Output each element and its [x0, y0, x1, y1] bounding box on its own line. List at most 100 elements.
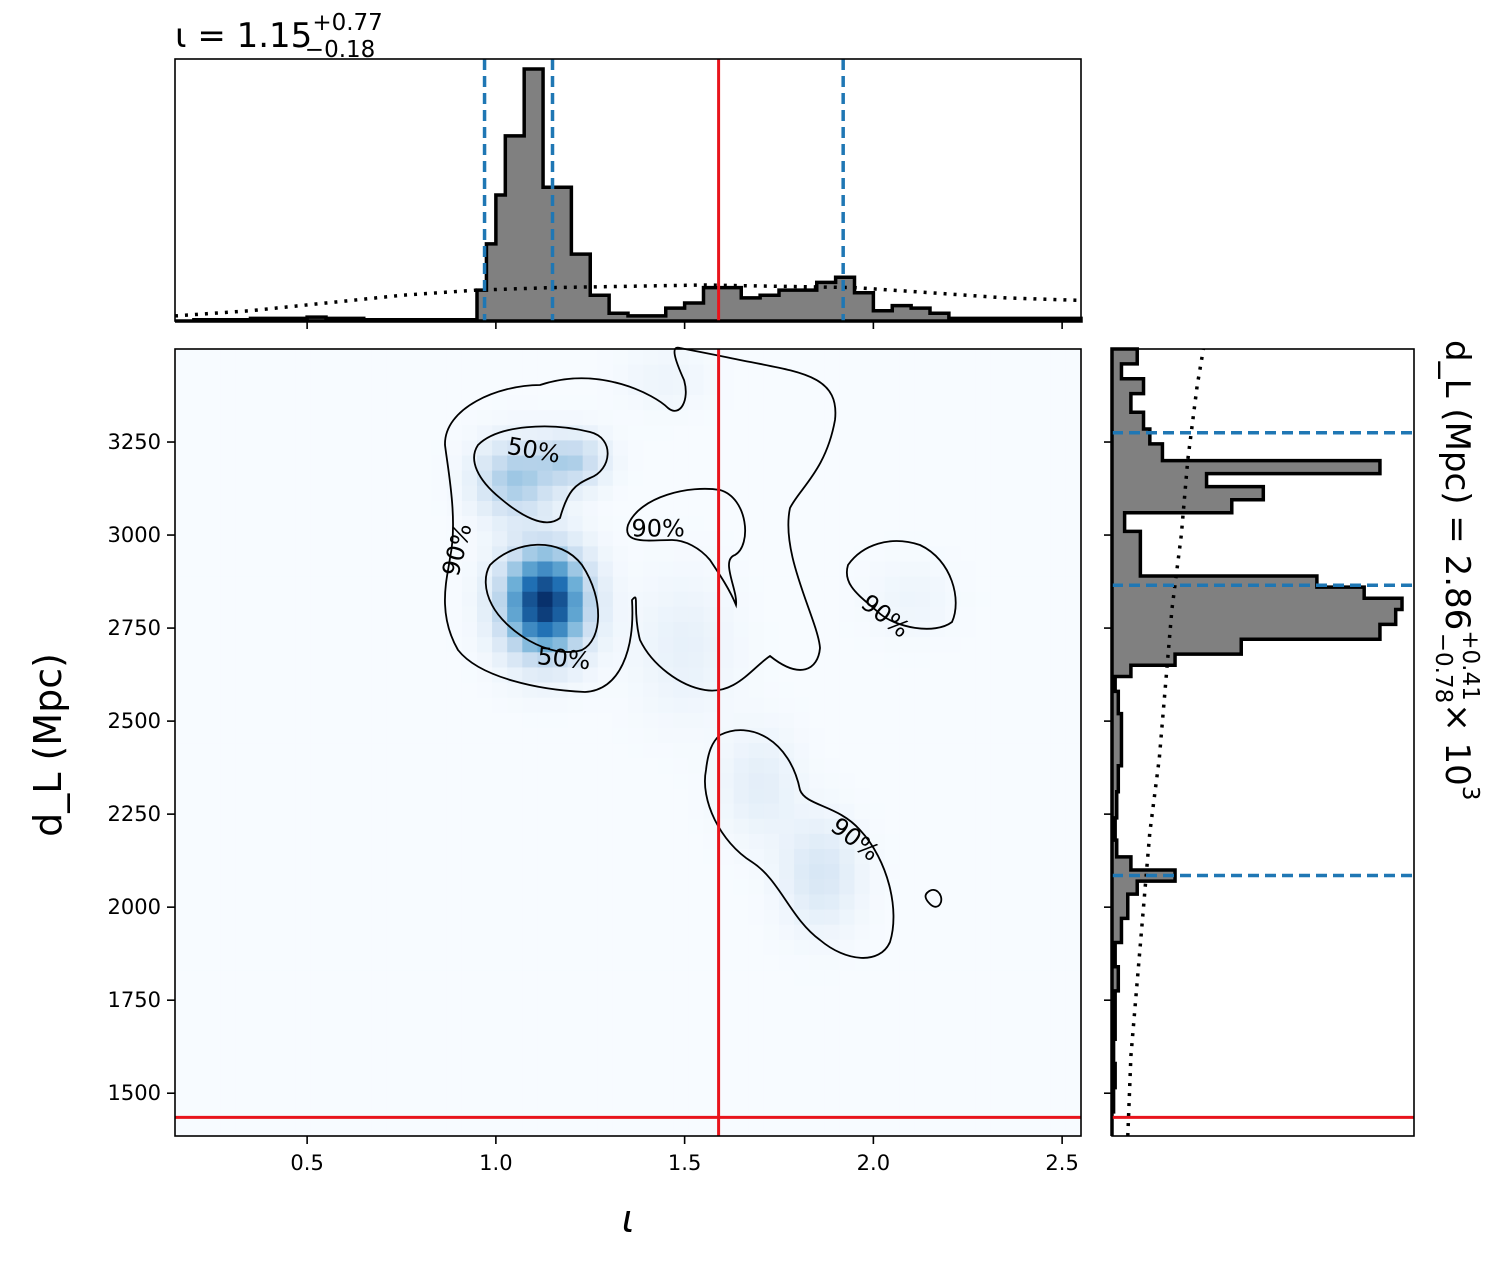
density-cell: [582, 515, 599, 532]
density-cell: [537, 969, 554, 986]
density-cell: [854, 999, 871, 1016]
density-cell: [477, 727, 493, 744]
density-cell: [975, 863, 991, 880]
density-cell: [552, 863, 569, 880]
density-cell: [899, 803, 916, 819]
density-cell: [658, 848, 674, 865]
density-cell: [628, 818, 644, 834]
density-cell: [295, 651, 312, 668]
density-cell: [718, 470, 735, 486]
density-cell: [809, 681, 825, 698]
density-cell: [1005, 651, 1022, 668]
density-cell: [386, 848, 403, 865]
density-cell: [612, 772, 629, 789]
density-cell: [265, 999, 282, 1016]
density-cell: [371, 712, 387, 728]
density-cell: [1050, 999, 1067, 1016]
density-cell: [416, 666, 433, 683]
density-cell: [552, 364, 569, 380]
density-cell: [612, 924, 629, 940]
density-cell: [612, 560, 629, 577]
density-cell: [930, 485, 946, 501]
density-cell: [1065, 606, 1082, 623]
density-cell: [250, 848, 267, 865]
density-cell: [1005, 969, 1022, 986]
density-cell: [975, 848, 991, 865]
density-cell: [899, 878, 916, 895]
density-cell: [809, 803, 825, 819]
density-cell: [356, 787, 372, 804]
density-cell: [220, 712, 236, 728]
density-cell: [431, 1014, 448, 1031]
density-cell: [794, 379, 810, 395]
density-cell: [930, 863, 946, 880]
density-cell: [733, 1045, 750, 1061]
density-cell: [1020, 666, 1037, 683]
density-cell: [763, 742, 780, 759]
density-cell: [1020, 394, 1037, 411]
density-cell: [990, 454, 1007, 471]
density-cell: [326, 651, 342, 668]
density-cell: [1005, 500, 1022, 517]
density-cell: [401, 681, 418, 698]
density-cell: [884, 666, 901, 683]
density-cell: [975, 591, 991, 607]
density-cell: [839, 742, 856, 759]
density-cell: [945, 651, 961, 668]
right-panel-frame: [1111, 348, 1415, 1137]
density-cell: [1020, 803, 1037, 819]
density-cell: [930, 939, 946, 955]
density-cell: [899, 606, 916, 623]
density-cell: [401, 636, 418, 653]
density-cell: [718, 863, 735, 880]
density-cell: [341, 939, 357, 955]
density-cell: [371, 863, 387, 880]
density-cell: [341, 470, 357, 486]
density-cell: [628, 803, 644, 819]
density-cell: [990, 439, 1007, 456]
density-cell: [190, 515, 206, 532]
density-cell: [628, 969, 644, 986]
density-cell: [975, 924, 991, 940]
density-cell: [567, 621, 584, 638]
density-cell: [371, 727, 387, 744]
density-cell: [673, 545, 689, 562]
density-cell: [839, 1060, 856, 1077]
density-cell: [809, 772, 825, 789]
density-cell: [1035, 1105, 1052, 1122]
density-cell: [612, 394, 629, 411]
density-cell: [371, 636, 387, 653]
density-cell: [1035, 409, 1052, 426]
density-cell: [341, 727, 357, 744]
density-cell: [386, 1030, 403, 1046]
density-cell: [522, 712, 538, 728]
density-cell: [401, 500, 418, 517]
density-cell: [537, 1045, 554, 1061]
density-cell: [341, 1090, 357, 1107]
density-cell: [567, 1014, 584, 1031]
density-cell: [386, 636, 403, 653]
density-cell: [446, 394, 463, 411]
density-cell: [763, 349, 780, 365]
density-cell: [446, 364, 463, 380]
density-cell: [461, 939, 478, 955]
density-cell: [899, 984, 916, 1001]
density-cell: [280, 424, 297, 441]
density-cell: [733, 878, 750, 895]
density-cell: [688, 727, 705, 744]
density-cell: [597, 1075, 614, 1092]
density-cell: [416, 500, 433, 517]
density-cell: [235, 803, 252, 819]
density-cell: [1050, 712, 1067, 728]
density-cell: [869, 454, 886, 471]
density-cell: [1065, 349, 1082, 365]
density-cell: [386, 939, 403, 955]
density-cell: [914, 1014, 931, 1031]
density-cell: [809, 1030, 825, 1046]
density-cell: [794, 863, 810, 880]
density-cell: [628, 1075, 644, 1092]
density-cell: [190, 1014, 206, 1031]
density-cell: [250, 666, 267, 683]
density-cell: [310, 681, 327, 698]
contour-90-center-hole: [626, 487, 747, 609]
